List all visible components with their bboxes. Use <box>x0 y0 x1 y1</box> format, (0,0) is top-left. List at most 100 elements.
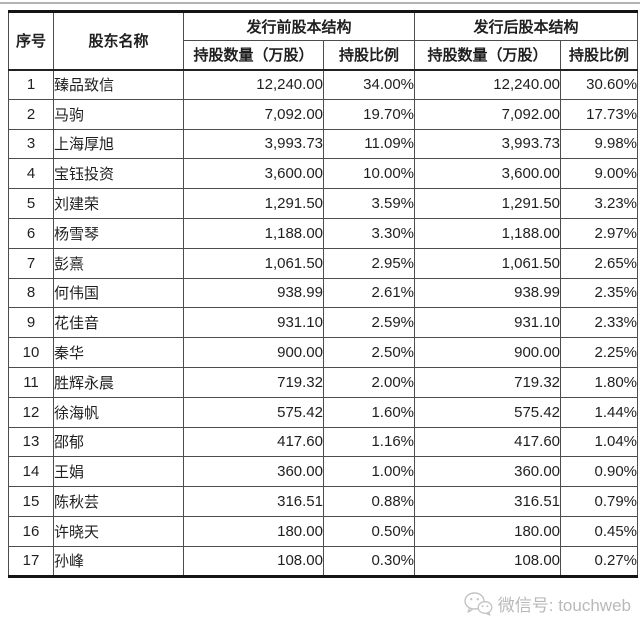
cell-post-quantity: 938.99 <box>414 277 562 309</box>
table-row: 17 孙峰 108.00 0.30% 108.00 0.27% <box>8 545 639 577</box>
cell-post-ratio: 2.33% <box>560 307 639 339</box>
cell-shareholder-name: 上海厚旭 <box>53 128 184 160</box>
col-group-post-issue: 发行后股本结构 <box>414 11 639 41</box>
cell-shareholder-name: 陈秋芸 <box>53 486 184 517</box>
cell-index: 12 <box>8 396 54 428</box>
cell-pre-ratio: 0.88% <box>322 486 416 517</box>
cell-post-ratio: 1.44% <box>560 396 639 428</box>
table-row: 11 胜辉永晨 719.32 2.00% 719.32 1.80% <box>8 366 639 398</box>
cell-post-ratio: 0.79% <box>560 486 639 517</box>
cell-pre-ratio: 10.00% <box>322 158 416 190</box>
cell-pre-ratio: 1.60% <box>322 396 416 428</box>
cell-post-ratio: 2.35% <box>560 277 639 309</box>
cell-pre-quantity: 1,061.50 <box>183 247 324 279</box>
col-header-shareholder-name: 股东名称 <box>53 11 184 70</box>
table-row: 3 上海厚旭 3,993.73 11.09% 3,993.73 9.98% <box>8 128 639 160</box>
cell-index: 4 <box>8 158 54 190</box>
cell-post-ratio: 1.80% <box>560 366 639 398</box>
cell-pre-quantity: 417.60 <box>183 426 324 458</box>
header-row-sub: 持股数量（万股） 持股比例 持股数量（万股） 持股比例 <box>9 40 639 70</box>
cell-pre-ratio: 19.70% <box>322 98 416 130</box>
table-row: 12 徐海帆 575.42 1.60% 575.42 1.44% <box>8 396 639 428</box>
cell-index: 1 <box>8 69 54 100</box>
cell-pre-ratio: 3.30% <box>322 217 416 249</box>
cell-post-quantity: 417.60 <box>414 426 562 458</box>
table-header: 序号 股东名称 发行前股本结构 发行后股本结构 持股数量（万股） 持股比例 持股… <box>8 11 639 70</box>
cell-shareholder-name: 秦华 <box>53 337 184 368</box>
cell-shareholder-name: 刘建荣 <box>53 188 184 219</box>
cell-index: 7 <box>8 247 54 279</box>
cell-pre-ratio: 3.59% <box>322 188 416 219</box>
cell-shareholder-name: 许晓天 <box>53 515 184 547</box>
cell-shareholder-name: 孙峰 <box>53 545 184 577</box>
cell-shareholder-name: 臻品致信 <box>53 69 184 100</box>
table-row: 2 马驹 7,092.00 19.70% 7,092.00 17.73% <box>8 98 639 130</box>
cell-post-ratio: 0.27% <box>560 545 639 577</box>
cell-shareholder-name: 何伟国 <box>53 277 184 309</box>
cell-pre-ratio: 0.50% <box>322 515 416 547</box>
cell-shareholder-name: 宝钰投资 <box>53 158 184 190</box>
cell-post-ratio: 2.25% <box>560 337 639 368</box>
cell-pre-quantity: 719.32 <box>183 366 324 398</box>
cell-index: 15 <box>8 486 54 517</box>
cell-pre-ratio: 2.50% <box>322 337 416 368</box>
cell-index: 13 <box>8 426 54 458</box>
cell-post-quantity: 180.00 <box>414 515 562 547</box>
cell-shareholder-name: 徐海帆 <box>53 396 184 428</box>
cell-index: 10 <box>8 337 54 368</box>
table-row: 9 花佳音 931.10 2.59% 931.10 2.33% <box>8 307 639 339</box>
cell-post-quantity: 3,600.00 <box>414 158 562 190</box>
cell-post-quantity: 575.42 <box>414 396 562 428</box>
cell-pre-quantity: 1,291.50 <box>183 188 324 219</box>
cell-pre-quantity: 360.00 <box>183 456 324 488</box>
table-row: 16 许晓天 180.00 0.50% 180.00 0.45% <box>8 515 639 547</box>
cell-post-quantity: 931.10 <box>414 307 562 339</box>
cell-pre-quantity: 900.00 <box>183 337 324 368</box>
col-header-post-quantity: 持股数量（万股） <box>414 40 562 70</box>
cell-index: 5 <box>8 188 54 219</box>
table-row: 7 彭熹 1,061.50 2.95% 1,061.50 2.65% <box>8 247 639 279</box>
cell-shareholder-name: 花佳音 <box>53 307 184 339</box>
cell-post-ratio: 0.90% <box>560 456 639 488</box>
cell-pre-quantity: 12,240.00 <box>183 69 324 100</box>
cell-shareholder-name: 马驹 <box>53 98 184 130</box>
table-row: 14 王娟 360.00 1.00% 360.00 0.90% <box>8 456 639 488</box>
cell-post-quantity: 3,993.73 <box>414 128 562 160</box>
cell-pre-quantity: 3,993.73 <box>183 128 324 160</box>
top-divider <box>0 2 640 4</box>
cell-post-quantity: 360.00 <box>414 456 562 488</box>
col-header-pre-ratio: 持股比例 <box>322 40 416 70</box>
cell-shareholder-name: 彭熹 <box>53 247 184 279</box>
cell-post-ratio: 2.97% <box>560 217 639 249</box>
cell-pre-ratio: 0.30% <box>322 545 416 577</box>
cell-post-quantity: 719.32 <box>414 366 562 398</box>
cell-index: 14 <box>8 456 54 488</box>
cell-index: 17 <box>8 545 54 577</box>
cell-post-quantity: 12,240.00 <box>414 69 562 100</box>
cell-post-ratio: 9.98% <box>560 128 639 160</box>
cell-pre-ratio: 11.09% <box>322 128 416 160</box>
cell-index: 3 <box>8 128 54 160</box>
cell-pre-quantity: 931.10 <box>183 307 324 339</box>
cell-pre-quantity: 938.99 <box>183 277 324 309</box>
table-body: 1 臻品致信 12,240.00 34.00% 12,240.00 30.60% 2 马驹 7,… <box>8 69 639 577</box>
cell-post-quantity: 108.00 <box>414 545 562 577</box>
table-row: 6 杨雪琴 1,188.00 3.30% 1,188.00 2.97% <box>8 217 639 249</box>
cell-pre-quantity: 7,092.00 <box>183 98 324 130</box>
cell-post-quantity: 316.51 <box>414 486 562 517</box>
cell-index: 8 <box>8 277 54 309</box>
table-row: 13 邵郁 417.60 1.16% 417.60 1.04% <box>8 426 639 458</box>
cell-post-quantity: 1,291.50 <box>414 188 562 219</box>
cell-pre-quantity: 108.00 <box>183 545 324 577</box>
cell-pre-quantity: 316.51 <box>183 486 324 517</box>
table-row: 15 陈秋芸 316.51 0.88% 316.51 0.79% <box>8 486 639 517</box>
cell-pre-ratio: 2.61% <box>322 277 416 309</box>
cell-shareholder-name: 邵郁 <box>53 426 184 458</box>
table-row: 5 刘建荣 1,291.50 3.59% 1,291.50 3.23% <box>8 188 639 219</box>
table-row: 10 秦华 900.00 2.50% 900.00 2.25% <box>8 337 639 368</box>
cell-post-ratio: 3.23% <box>560 188 639 219</box>
cell-post-quantity: 7,092.00 <box>414 98 562 130</box>
cell-pre-ratio: 34.00% <box>322 69 416 100</box>
cell-index: 9 <box>8 307 54 339</box>
col-header-post-ratio: 持股比例 <box>560 40 639 70</box>
